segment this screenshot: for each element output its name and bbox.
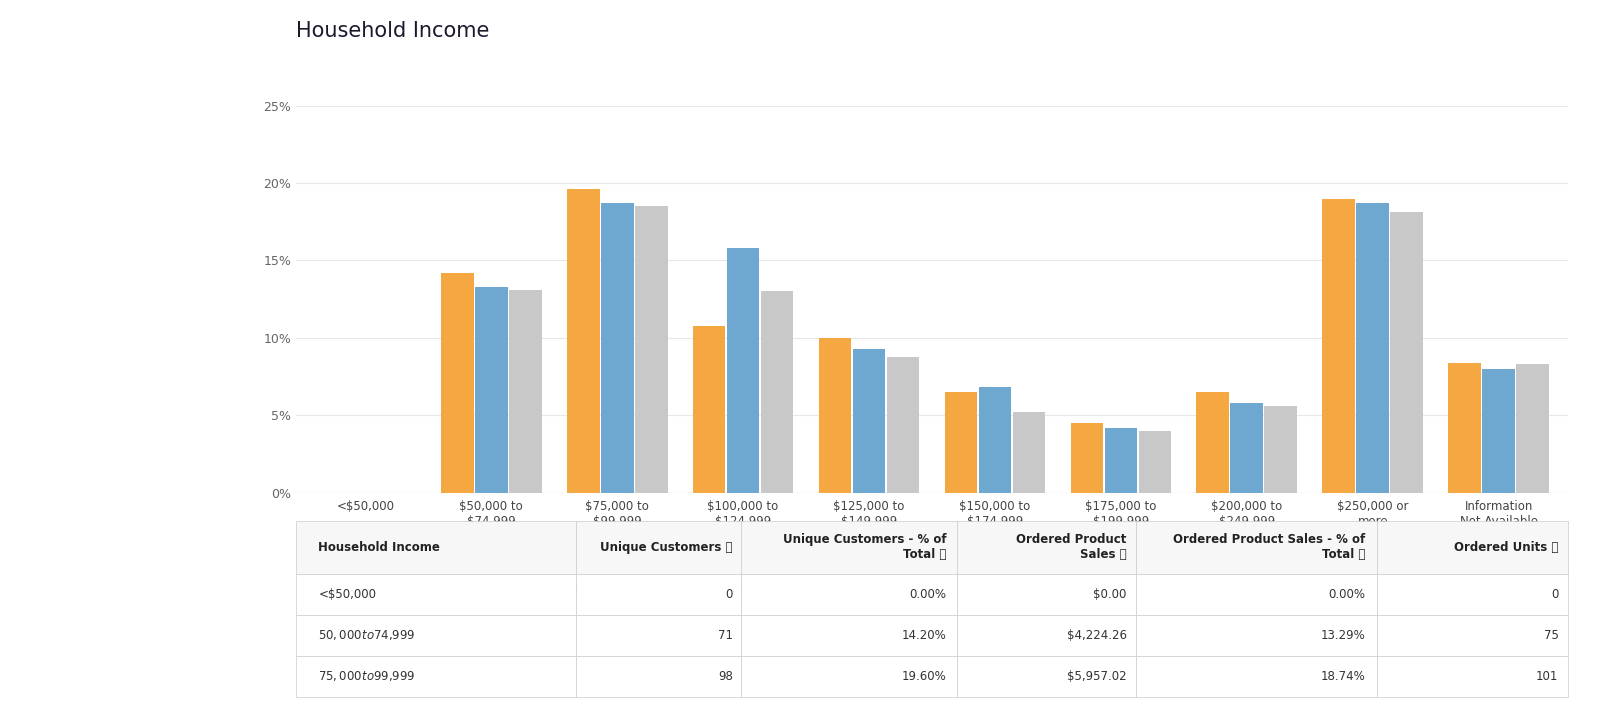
Bar — [1357, 203, 1389, 493]
Bar — [693, 325, 725, 493]
Bar — [635, 206, 667, 493]
Bar — [886, 356, 920, 493]
Bar — [819, 338, 851, 493]
Bar — [1197, 392, 1229, 493]
Bar — [1517, 364, 1549, 493]
Bar — [442, 273, 474, 493]
Bar — [1448, 363, 1482, 493]
Bar — [1139, 431, 1171, 493]
Bar — [944, 392, 978, 493]
Bar — [1323, 199, 1355, 493]
Text: Household Income: Household Income — [296, 21, 490, 41]
Bar — [853, 348, 885, 493]
Bar — [1230, 403, 1264, 493]
Bar — [1013, 413, 1045, 493]
Bar — [1104, 428, 1138, 493]
Bar — [760, 291, 794, 493]
Legend: Unique Customers – % of Total, Ordered Product Sales – % of Total, Ordered Units: Unique Customers – % of Total, Ordered P… — [568, 577, 1296, 601]
Bar — [979, 387, 1011, 493]
Bar — [475, 287, 507, 493]
Bar — [566, 189, 600, 493]
Bar — [726, 248, 760, 493]
Bar — [509, 290, 541, 493]
Bar — [1390, 213, 1422, 493]
Bar — [1264, 406, 1298, 493]
Bar — [600, 203, 634, 493]
Bar — [1070, 423, 1104, 493]
Bar — [1482, 369, 1515, 493]
